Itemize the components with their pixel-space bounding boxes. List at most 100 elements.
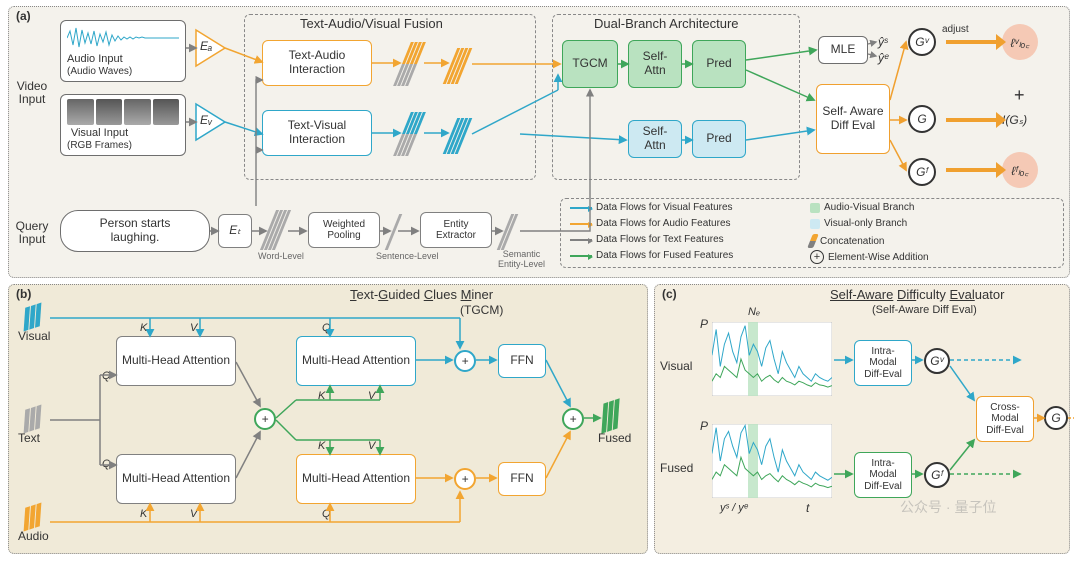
audio-sub: (Audio Waves): [67, 66, 132, 77]
panel-c-title: Self-Aware Difficulty Evaluator: [830, 288, 1004, 302]
rgb-frames-icon: [67, 99, 179, 125]
visual-input-box: Visual Input (RGB Frames): [60, 94, 186, 156]
b-fused-label: Fused: [598, 432, 631, 445]
v-tl: V: [190, 322, 197, 334]
legend-text: Data Flows for Text Features: [570, 234, 724, 245]
c-visual-label: Visual: [660, 360, 692, 373]
concat-visual-bars: [402, 112, 417, 156]
self-attn-2: Self- Attn: [628, 120, 682, 158]
c-p1: P: [700, 318, 708, 331]
k-tl: K: [140, 322, 147, 334]
visual-title: Visual Input: [71, 127, 128, 139]
pred-1: Pred: [692, 40, 746, 88]
cross-eval: Cross- Modal Diff-Eval: [976, 396, 1034, 442]
tv-interaction: Text-Visual Interaction: [262, 110, 372, 156]
v-bl: V: [190, 508, 197, 520]
panel-b-tag: (b): [16, 288, 31, 301]
watermark: 公众号 · 量子位: [900, 500, 996, 515]
c-gf: Gᶠ: [924, 462, 950, 488]
c-ysye: yˢ / yᵉ: [720, 502, 748, 514]
waveform-icon: [67, 25, 179, 51]
query-text: Person starts laughing.: [100, 217, 171, 245]
fusion-title: Text-Audio/Visual Fusion: [300, 17, 443, 31]
dual-title: Dual-Branch Architecture: [594, 17, 739, 31]
saeval-box: Self- Aware Diff Eval: [816, 84, 890, 154]
tgcm-box: TGCM: [562, 40, 618, 88]
gv-circle: Gᵛ: [908, 28, 936, 56]
q-tl: Q: [102, 370, 111, 382]
sentence-bars: [392, 214, 395, 250]
b-fused-bars: [598, 400, 623, 432]
c-fused-label: Fused: [660, 462, 693, 475]
yhat-s: ŷˢ: [878, 36, 888, 49]
plot-visual: [712, 322, 832, 396]
q-bl: Q: [102, 458, 111, 470]
v-br: V: [368, 440, 375, 452]
plus-label: +: [1014, 86, 1025, 106]
concat-audio-bars: [402, 42, 417, 86]
entity-level: Semantic Entity-Level: [498, 250, 545, 270]
audio-feat-bars: [450, 48, 465, 84]
video-input-label: Video Input: [10, 80, 54, 106]
intra-eval-2: Intra- Modal Diff-Eval: [854, 452, 912, 498]
panel-a-tag: (a): [16, 10, 31, 23]
add-top: +: [454, 350, 476, 372]
ffn-bottom: FFN: [498, 462, 546, 496]
add-mid-left: +: [254, 408, 276, 430]
mha-br: Multi-Head Attention: [296, 454, 416, 504]
c-ne: Nₑ: [748, 306, 760, 318]
yhat-e: ŷᵉ: [878, 52, 889, 65]
add-out: +: [562, 408, 584, 430]
b-text-label: Text: [18, 432, 40, 445]
entity-extractor: Entity Extractor: [420, 212, 492, 248]
plot-fused: [712, 424, 832, 498]
k-bl: K: [140, 508, 147, 520]
panel-c-tag: (c): [662, 288, 677, 301]
intra-eval-1: Intra- Modal Diff-Eval: [854, 340, 912, 386]
legend-audio: Data Flows for Audio Features: [570, 218, 731, 229]
k-br: K: [318, 440, 325, 452]
legend-add: +Element-Wise Addition: [810, 250, 929, 264]
loss-v: ℓᵛₗₒ꜀: [1002, 24, 1038, 60]
legend-vo-branch: Visual-only Branch: [810, 218, 907, 229]
c-gv: Gᵛ: [924, 348, 950, 374]
ffn-top: FFN: [498, 344, 546, 378]
v-tr: V: [368, 390, 375, 402]
ta-interaction: Text-Audio Interaction: [262, 40, 372, 86]
c-p2: P: [700, 420, 708, 433]
b-audio-label: Audio: [18, 530, 49, 543]
audio-input-box: Audio Input (Audio Waves): [60, 20, 186, 82]
q-tr: Q: [322, 322, 331, 334]
word-level-bars: [268, 210, 283, 250]
panel-c-sub: (Self-Aware Diff Eval): [872, 304, 977, 316]
visual-feat-bars: [450, 118, 465, 154]
b-visual-label: Visual: [18, 330, 50, 343]
visual-sub: (RGB Frames): [67, 140, 132, 151]
pred-2: Pred: [692, 120, 746, 158]
panel-b-title: Text-Guided Clues Miner: [350, 288, 493, 302]
sentence-level: Sentence-Level: [376, 252, 439, 262]
add-bottom: +: [454, 468, 476, 490]
weighted-pooling: Weighted Pooling: [308, 212, 380, 248]
word-level: Word-Level: [258, 252, 304, 262]
c-g: G: [1044, 406, 1068, 430]
legend-visual: Data Flows for Visual Features: [570, 202, 733, 213]
mle-box: MLE: [818, 36, 868, 64]
ev-label: Eᵥ: [200, 114, 212, 127]
legend-concat: Concatenation: [810, 234, 885, 248]
mha-tr: Multi-Head Attention: [296, 336, 416, 386]
q-br: Q: [322, 508, 331, 520]
panel-b-sub: (TGCM): [460, 304, 503, 317]
ea-label: Eₐ: [200, 40, 212, 53]
query-box: Person starts laughing.: [60, 210, 210, 252]
c-t: t: [806, 502, 809, 515]
k-tr: K: [318, 390, 325, 402]
legend-av-branch: Audio-Visual Branch: [810, 202, 914, 213]
audio-title: Audio Input: [67, 53, 123, 65]
entity-bars: [504, 214, 511, 250]
igs-label: I(Gₛ): [1002, 114, 1027, 127]
loss-f: ℓᶠₗₒ꜀: [1002, 152, 1038, 188]
gf-circle: Gᶠ: [908, 158, 936, 186]
legend-fused: Data Flows for Fused Features: [570, 250, 733, 261]
self-attn-1: Self- Attn: [628, 40, 682, 88]
